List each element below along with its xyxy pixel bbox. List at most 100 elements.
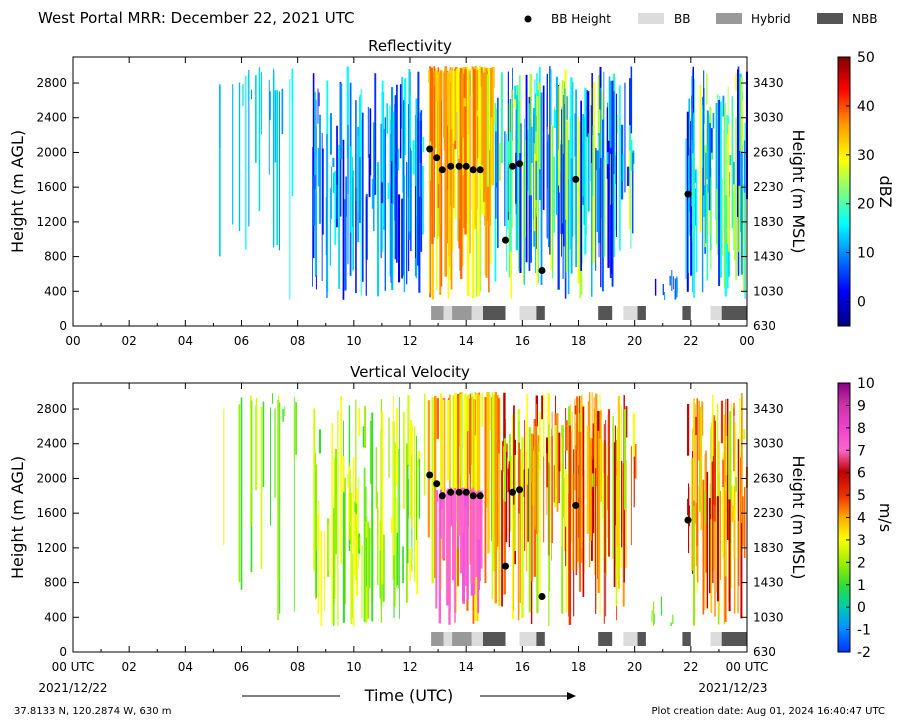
radar-streak xyxy=(337,410,339,626)
y-right-tick-label: 1830 xyxy=(753,541,784,555)
radar-streak xyxy=(232,84,234,225)
radar-streak xyxy=(530,126,533,163)
radar-streak xyxy=(438,495,441,624)
y-right-tick-label: 3030 xyxy=(753,111,784,125)
radar-streak xyxy=(458,69,460,159)
radar-streak xyxy=(440,70,443,287)
radar-streak xyxy=(534,79,536,154)
radar-streak xyxy=(342,139,345,300)
radar-streak xyxy=(379,550,381,599)
radar-streak xyxy=(614,425,616,526)
radar-streak xyxy=(435,73,439,102)
radar-streak xyxy=(345,176,347,217)
radar-streak xyxy=(714,505,716,617)
radar-streak xyxy=(314,91,316,175)
radar-streak xyxy=(423,393,426,496)
bb-type-segment-nbb xyxy=(483,632,506,646)
radar-streak xyxy=(238,82,241,231)
radar-streak xyxy=(572,82,574,237)
radar-streak xyxy=(706,471,709,609)
radar-streak xyxy=(282,408,284,422)
radar-streak xyxy=(574,147,576,236)
radar-streak xyxy=(694,169,697,183)
radar-streak xyxy=(565,121,568,272)
radar-streak xyxy=(733,408,735,472)
panel-title: Reflectivity xyxy=(368,37,452,55)
radar-streak xyxy=(706,144,709,180)
panel-title: Vertical Velocity xyxy=(350,363,470,381)
radar-streak xyxy=(401,77,403,129)
radar-streak xyxy=(391,87,394,162)
y-right-tick-label: 2630 xyxy=(753,145,784,159)
bb-type-segment-nbb xyxy=(598,632,613,646)
radar-streak xyxy=(475,394,477,495)
radar-streak xyxy=(433,68,435,238)
radar-streak xyxy=(556,413,559,512)
radar-streak xyxy=(602,119,604,292)
radar-streak xyxy=(583,117,586,225)
radar-streak xyxy=(515,95,519,251)
radar-streak xyxy=(251,89,252,100)
radar-streak xyxy=(336,125,338,228)
radar-streak xyxy=(503,438,506,502)
radar-streak xyxy=(355,100,357,201)
y-tick-label: 2000 xyxy=(36,145,67,159)
radar-streak xyxy=(245,75,247,250)
radar-streak xyxy=(355,522,357,581)
radar-streak xyxy=(541,395,544,420)
radar-streak xyxy=(342,456,345,492)
bb-type-segment-bb xyxy=(471,632,483,646)
colorbar-label: m/s xyxy=(876,503,895,532)
radar-streak xyxy=(415,98,418,216)
radar-streak xyxy=(508,461,510,548)
radar-streak xyxy=(374,73,377,195)
radar-streak xyxy=(542,85,545,210)
radar-streak xyxy=(452,395,455,505)
bb-type-segment-nbb xyxy=(637,306,646,320)
bb-height-point xyxy=(455,162,463,170)
radar-streak xyxy=(720,101,722,278)
radar-streak xyxy=(570,77,573,208)
radar-streak xyxy=(477,490,481,540)
radar-streak xyxy=(576,396,578,451)
x-tick-label: 10 xyxy=(346,334,361,348)
y-axis-label: Height (m AGL) xyxy=(8,130,27,253)
radar-streak xyxy=(358,408,360,436)
x-tick-label: 12 xyxy=(402,334,417,348)
radar-streak xyxy=(353,501,356,512)
radar-streak xyxy=(710,176,712,270)
x-tick-label: 12 xyxy=(402,660,417,674)
bb-height-point xyxy=(509,488,516,496)
radar-streak xyxy=(497,395,499,547)
radar-streak xyxy=(526,393,528,485)
radar-streak xyxy=(555,76,558,216)
y-right-tick-label: 630 xyxy=(753,319,776,333)
radar-streak xyxy=(355,399,357,540)
radar-streak xyxy=(724,423,727,483)
radar-streak xyxy=(726,398,729,540)
radar-streak xyxy=(688,98,690,212)
radar-streak xyxy=(699,406,701,512)
radar-streak xyxy=(490,67,493,118)
radar-streak xyxy=(390,121,393,283)
radar-streak xyxy=(487,392,490,554)
radar-streak xyxy=(464,69,467,235)
bb-height-point xyxy=(476,492,484,500)
radar-streak xyxy=(363,467,366,622)
radar-streak xyxy=(671,270,673,291)
radar-streak xyxy=(551,428,552,561)
radar-streak xyxy=(604,440,606,573)
radar-streak xyxy=(603,71,605,166)
bb-type-segment-bb xyxy=(623,306,638,320)
radar-streak xyxy=(592,81,596,264)
radar-streak xyxy=(313,176,316,226)
radar-streak xyxy=(484,397,487,584)
radar-streak xyxy=(377,491,378,585)
x-tick-label: 00 xyxy=(739,334,754,348)
radar-streak xyxy=(632,152,634,234)
radar-streak xyxy=(347,124,349,195)
radar-streak xyxy=(398,148,400,171)
bb-height-point xyxy=(447,488,455,496)
radar-streak xyxy=(333,457,336,599)
radar-streak xyxy=(514,85,516,100)
